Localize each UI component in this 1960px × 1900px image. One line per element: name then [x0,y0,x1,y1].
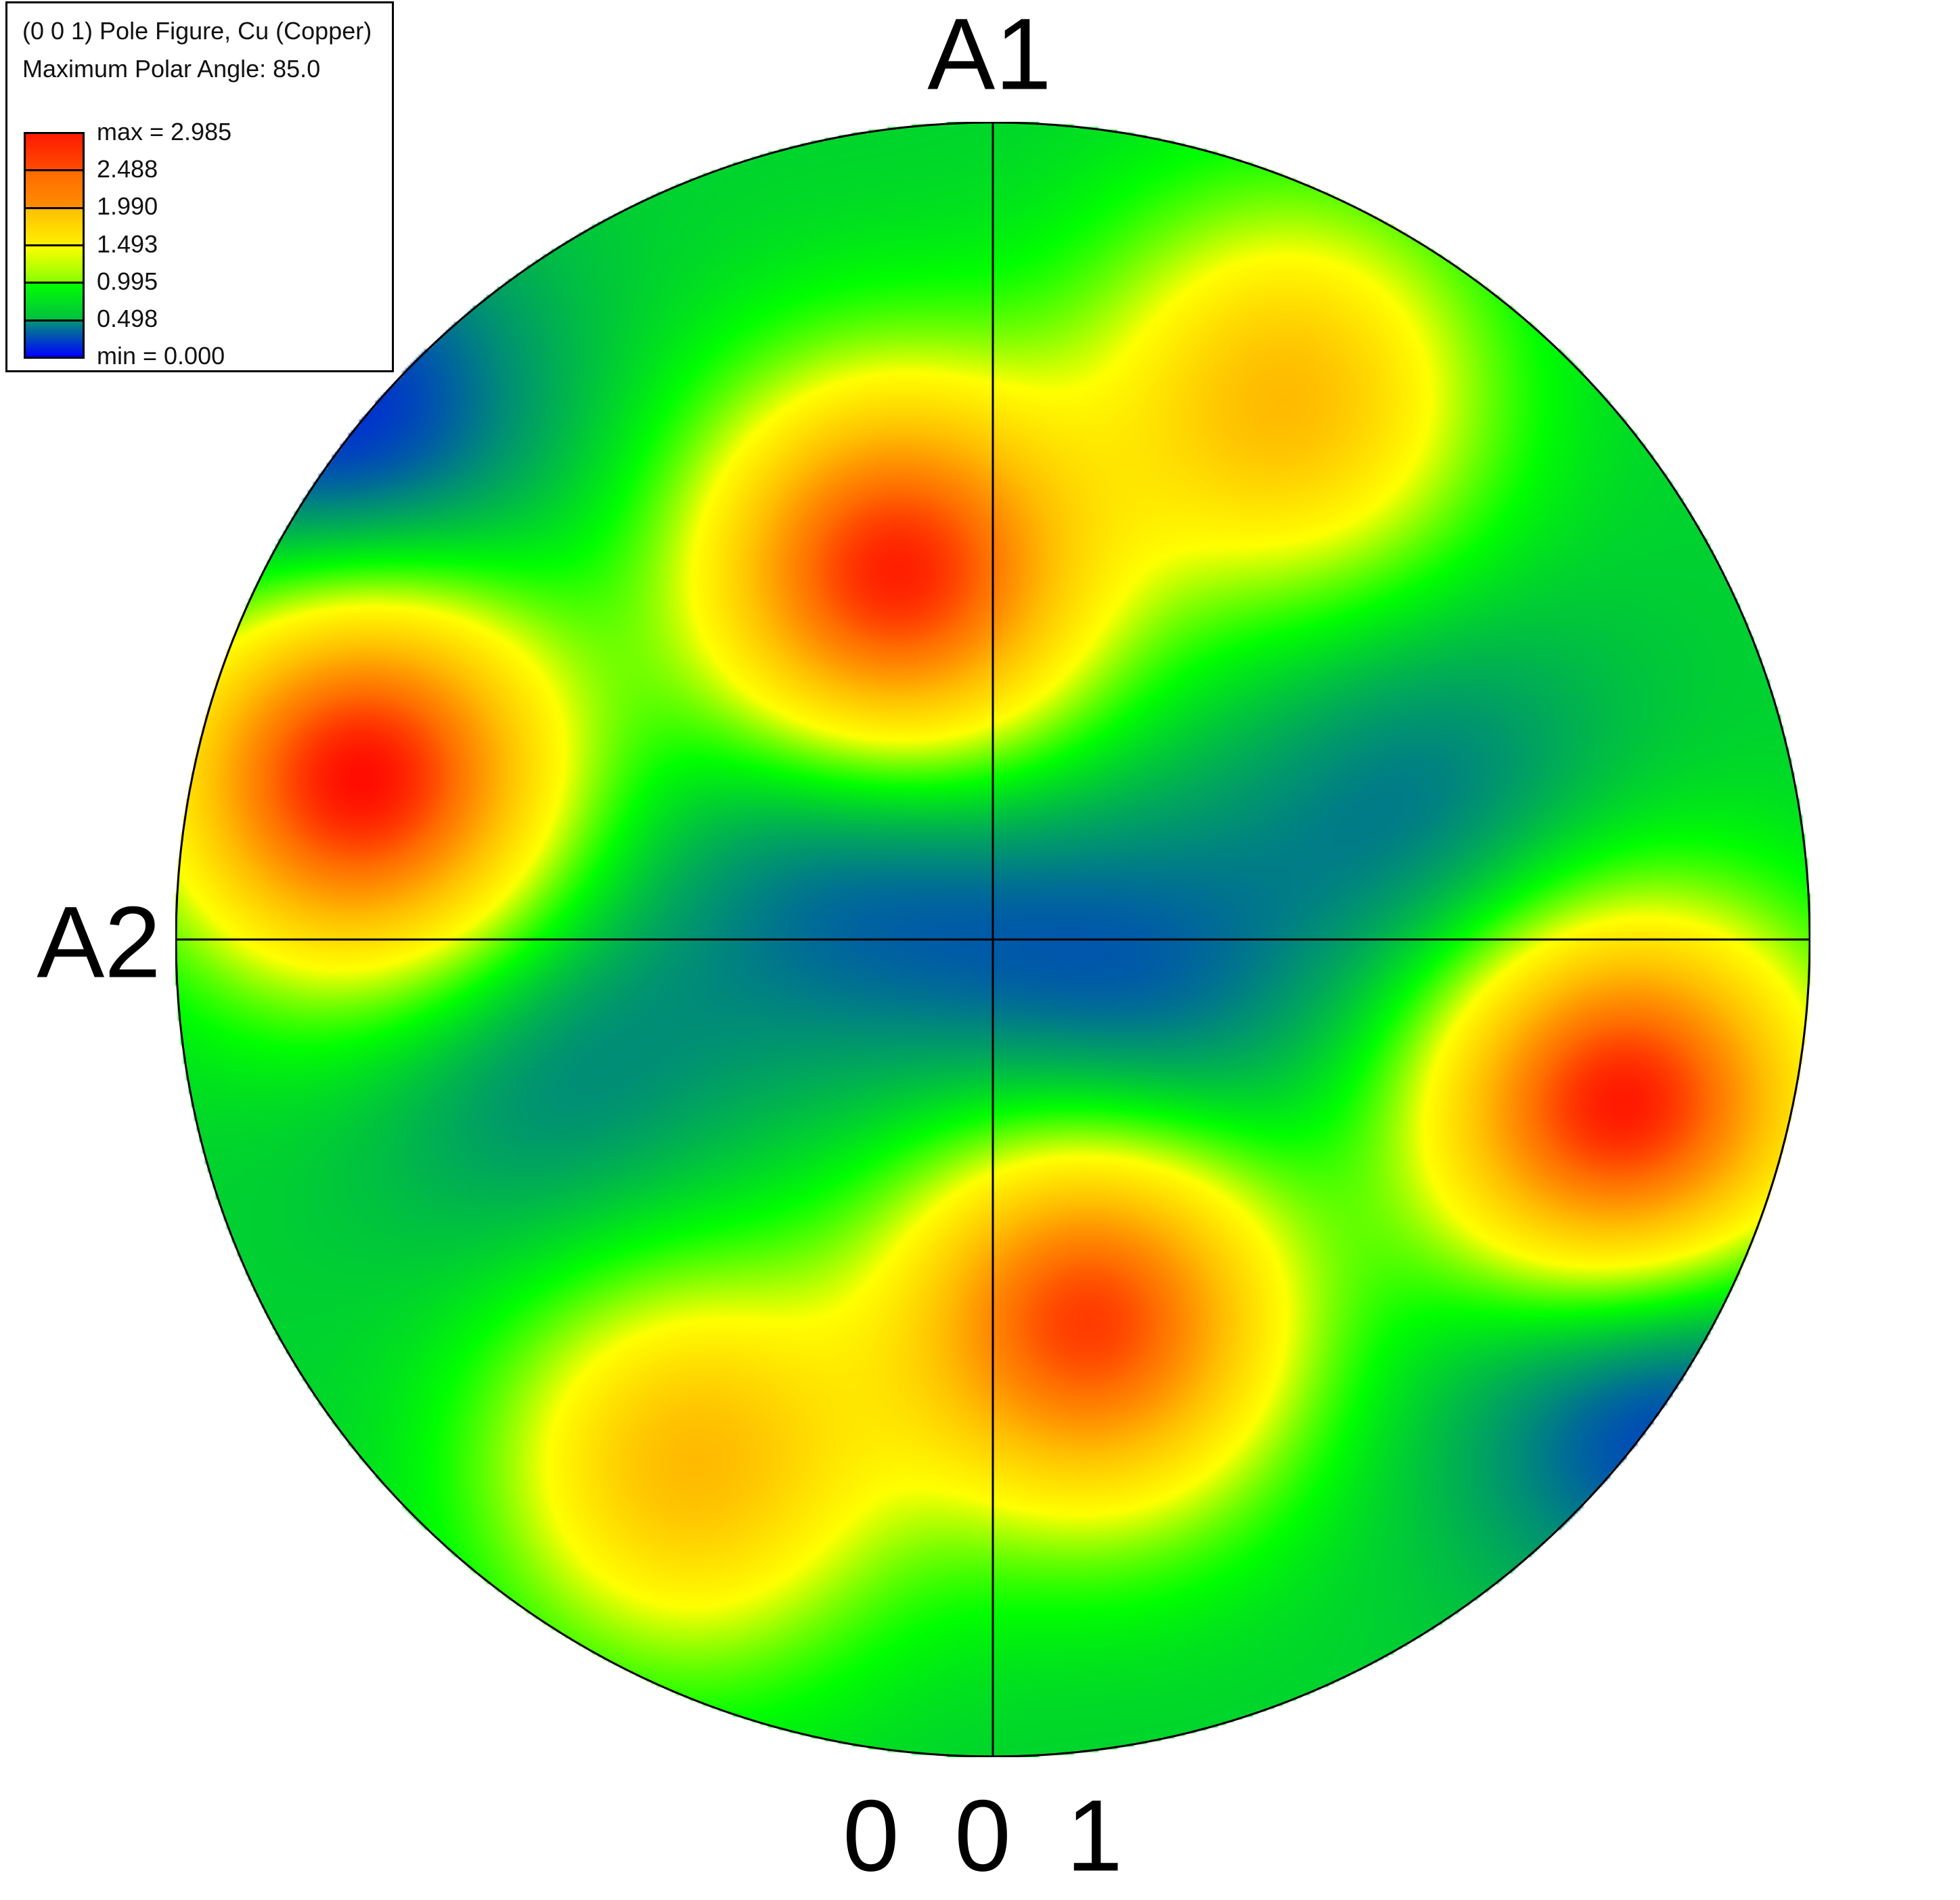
colorbar-tick-label: 1.493 [97,230,158,258]
pole-figure-overlay [175,122,1810,1757]
colorbar-band [24,169,85,209]
colorbar [24,132,85,359]
colorbar-band [24,319,85,359]
colorbar-tick-label: 2.488 [97,155,158,183]
colorbar-tick-label: 1.990 [97,192,158,220]
colorbar-band [24,244,85,284]
colorbar-band [24,132,85,172]
colorbar-tick-label: 0.498 [97,305,158,332]
chart-title: (0 0 1) Pole Figure, Cu (Copper) [22,17,372,45]
axis-label-a2: A2 [37,885,161,999]
colorbar-band [24,206,85,246]
colorbar-tick-label: 0.995 [97,267,158,295]
pole-figure [175,122,1810,1757]
colorbar-band [24,282,85,322]
projection-label: 0 0 1 [843,1778,1136,1893]
axis-label-a1: A1 [927,0,1052,111]
chart-subtitle: Maximum Polar Angle: 85.0 [22,55,321,83]
